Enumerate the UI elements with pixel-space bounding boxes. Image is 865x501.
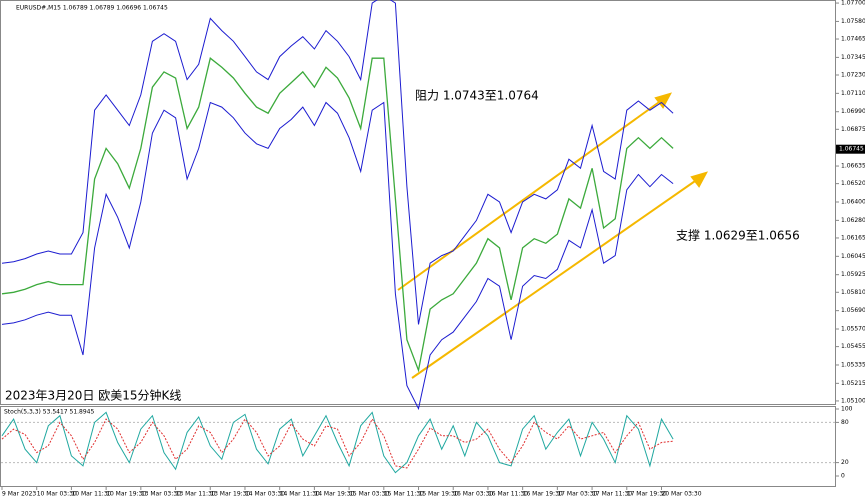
arrow-head [654,92,673,109]
x-tick-label: 10 Mar 03:30 [37,491,77,498]
y-tick-label: 1.06990 [841,108,865,115]
x-tick-label: 16 Mar 03:30 [453,491,493,498]
x-tick-label: 17 Mar 11:30 [592,491,632,498]
x-tick-label: 20 Mar 03:30 [661,491,701,498]
y-tick-label: 1.05690 [841,307,865,314]
y-tick-label: 20 [841,459,849,466]
x-tick-label: 16 Mar 11:30 [488,491,528,498]
support-resistance-channel [397,92,709,379]
price-line [1,0,674,325]
y-tick-label: 1.05810 [841,289,865,296]
y-tick-label: 1.06875 [841,126,865,133]
channel-upper [397,99,663,291]
chart-header: EURUSD#,M15 1.06789 1.06789 1.06696 1.06… [16,5,168,12]
chart-caption: 2023年3月20日 欧美15分钟K线 [5,388,181,403]
x-tick-label: 17 Mar 03:30 [557,491,597,498]
y-tick-label: 1.07465 [841,36,865,43]
y-tick-label: 1.06165 [841,234,865,241]
stoch-line [1,418,674,469]
y-tick-label: 80 [841,419,849,426]
last-price-marker [836,144,865,154]
x-tick-label: 15 Mar 11:30 [384,491,424,498]
y-tick-label: 1.07580 [841,18,865,25]
support-annotation: 支撑 1.0629至1.0656 [676,228,800,243]
x-tick-label: 14 Mar 03:30 [245,491,285,498]
x-tick-label: 9 Mar 2023 [2,491,36,498]
y-tick-label: 1.05455 [841,343,865,350]
channel-lower [411,178,699,379]
main-frame [0,0,836,405]
last-price-label: 1.06745 [839,146,864,153]
y-tick-label: 1.07700 [841,0,865,7]
y-tick-label: 1.05215 [841,380,865,387]
x-tick-label: 13 Mar 19:30 [210,491,250,498]
arrow-head [690,171,709,188]
y-tick-label: 1.06045 [841,253,865,260]
x-tick-label: 10 Mar 11:30 [71,491,111,498]
y-tick-label: 1.06400 [841,199,865,206]
y-tick-label: 1.06635 [841,163,865,170]
y-tick-label: 1.05335 [841,361,865,368]
x-tick-label: 15 Mar 03:30 [349,491,389,498]
x-tick-label: 13 Mar 11:30 [176,491,216,498]
y-tick-label: 1.05100 [841,397,865,404]
x-tick-label: 16 Mar 19:30 [523,491,563,498]
price-line [1,57,674,373]
y-tick-label: 1.06520 [841,180,865,187]
resistance-annotation: 阻力 1.0743至1.0764 [415,89,539,103]
x-tick-label: 14 Mar 19:30 [314,491,354,498]
y-tick-label: 1.06280 [841,217,865,224]
y-tick-label: 1.05570 [841,326,865,333]
price-line [1,101,674,411]
x-tick-label: 13 Mar 03:30 [141,491,181,498]
x-tick-label: 17 Mar 19:30 [627,491,667,498]
y-tick-label: 1.07110 [841,90,865,97]
x-tick-label: 14 Mar 11:30 [280,491,320,498]
y-tick-label: 1.07345 [841,54,865,61]
stoch-line [1,411,674,474]
y-tick-label: 1.07230 [841,71,865,78]
y-tick-label: 100 [841,406,853,413]
y-tick-label: 0 [841,473,845,480]
x-tick-label: 10 Mar 19:30 [106,491,146,498]
y-tick-label: 1.05925 [841,271,865,278]
stoch-header: Stoch(5,3,3) 53.5417 51.8945 [4,409,95,416]
x-tick-label: 15 Mar 19:30 [419,491,459,498]
